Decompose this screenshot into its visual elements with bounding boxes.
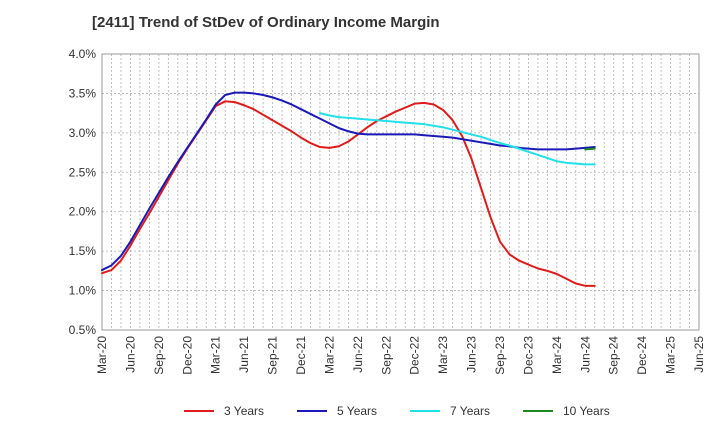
x-tick-label: Mar-23 — [436, 336, 450, 374]
legend-label: 7 Years — [450, 404, 490, 418]
y-tick-label: 2.5% — [69, 165, 97, 179]
x-tick-label: Mar-21 — [209, 336, 223, 374]
x-tick-label: Sep-20 — [152, 336, 166, 375]
y-tick-label: 1.0% — [69, 284, 97, 298]
x-tick-label: Jun-24 — [578, 336, 592, 373]
legend-label: 3 Years — [224, 404, 264, 418]
plot-frame — [101, 53, 700, 331]
x-tick-label: Jun-21 — [237, 336, 251, 373]
legend-label: 5 Years — [337, 404, 377, 418]
y-tick-label: 3.0% — [69, 126, 97, 140]
x-tick-label: Dec-22 — [408, 336, 422, 375]
legend: 3 Years 5 Years 7 Years 10 Years — [184, 404, 610, 418]
y-tick-label: 1.5% — [69, 244, 97, 258]
x-axis-ticks: Mar-20 Jun-20 Sep-20 Dec-20 Mar-21 Jun-21 Sep-… — [95, 336, 706, 375]
y-tick-label: 3.5% — [69, 86, 97, 100]
y-tick-label: 4.0% — [69, 47, 97, 61]
x-tick-label: Jun-22 — [351, 336, 365, 373]
y-tick-label: 2.0% — [69, 205, 97, 219]
x-tick-label: Dec-20 — [180, 336, 194, 375]
x-tick-label: Sep-22 — [379, 336, 393, 375]
x-tick-label: Mar-24 — [550, 336, 564, 374]
x-tick-label: Mar-22 — [322, 336, 336, 374]
x-tick-label: Jun-25 — [692, 336, 706, 373]
x-tick-label: Sep-21 — [266, 336, 280, 375]
grid — [102, 54, 699, 330]
x-tick-label: Jun-23 — [465, 336, 479, 373]
legend-label: 10 Years — [563, 404, 610, 418]
series-line-10-years — [584, 147, 596, 151]
x-tick-label: Dec-21 — [294, 336, 308, 375]
x-tick-label: Mar-25 — [664, 336, 678, 374]
y-tick-label: 0.5% — [69, 323, 97, 337]
x-tick-label: Dec-23 — [521, 336, 535, 375]
y-axis-ticks: 0.5% 1.0% 1.5% 2.0% 2.5% 3.0% 3.5% 4.0% — [69, 47, 97, 337]
series-line-7-years — [318, 112, 596, 166]
x-tick-label: Dec-24 — [635, 336, 649, 375]
chart-title: [2411] Trend of StDev of Ordinary Income… — [92, 14, 440, 31]
x-tick-label: Sep-23 — [493, 336, 507, 375]
series-lines — [101, 91, 596, 287]
x-tick-label: Jun-20 — [123, 336, 137, 373]
x-tick-label: Mar-20 — [95, 336, 109, 374]
x-tick-label: Sep-24 — [607, 336, 621, 375]
